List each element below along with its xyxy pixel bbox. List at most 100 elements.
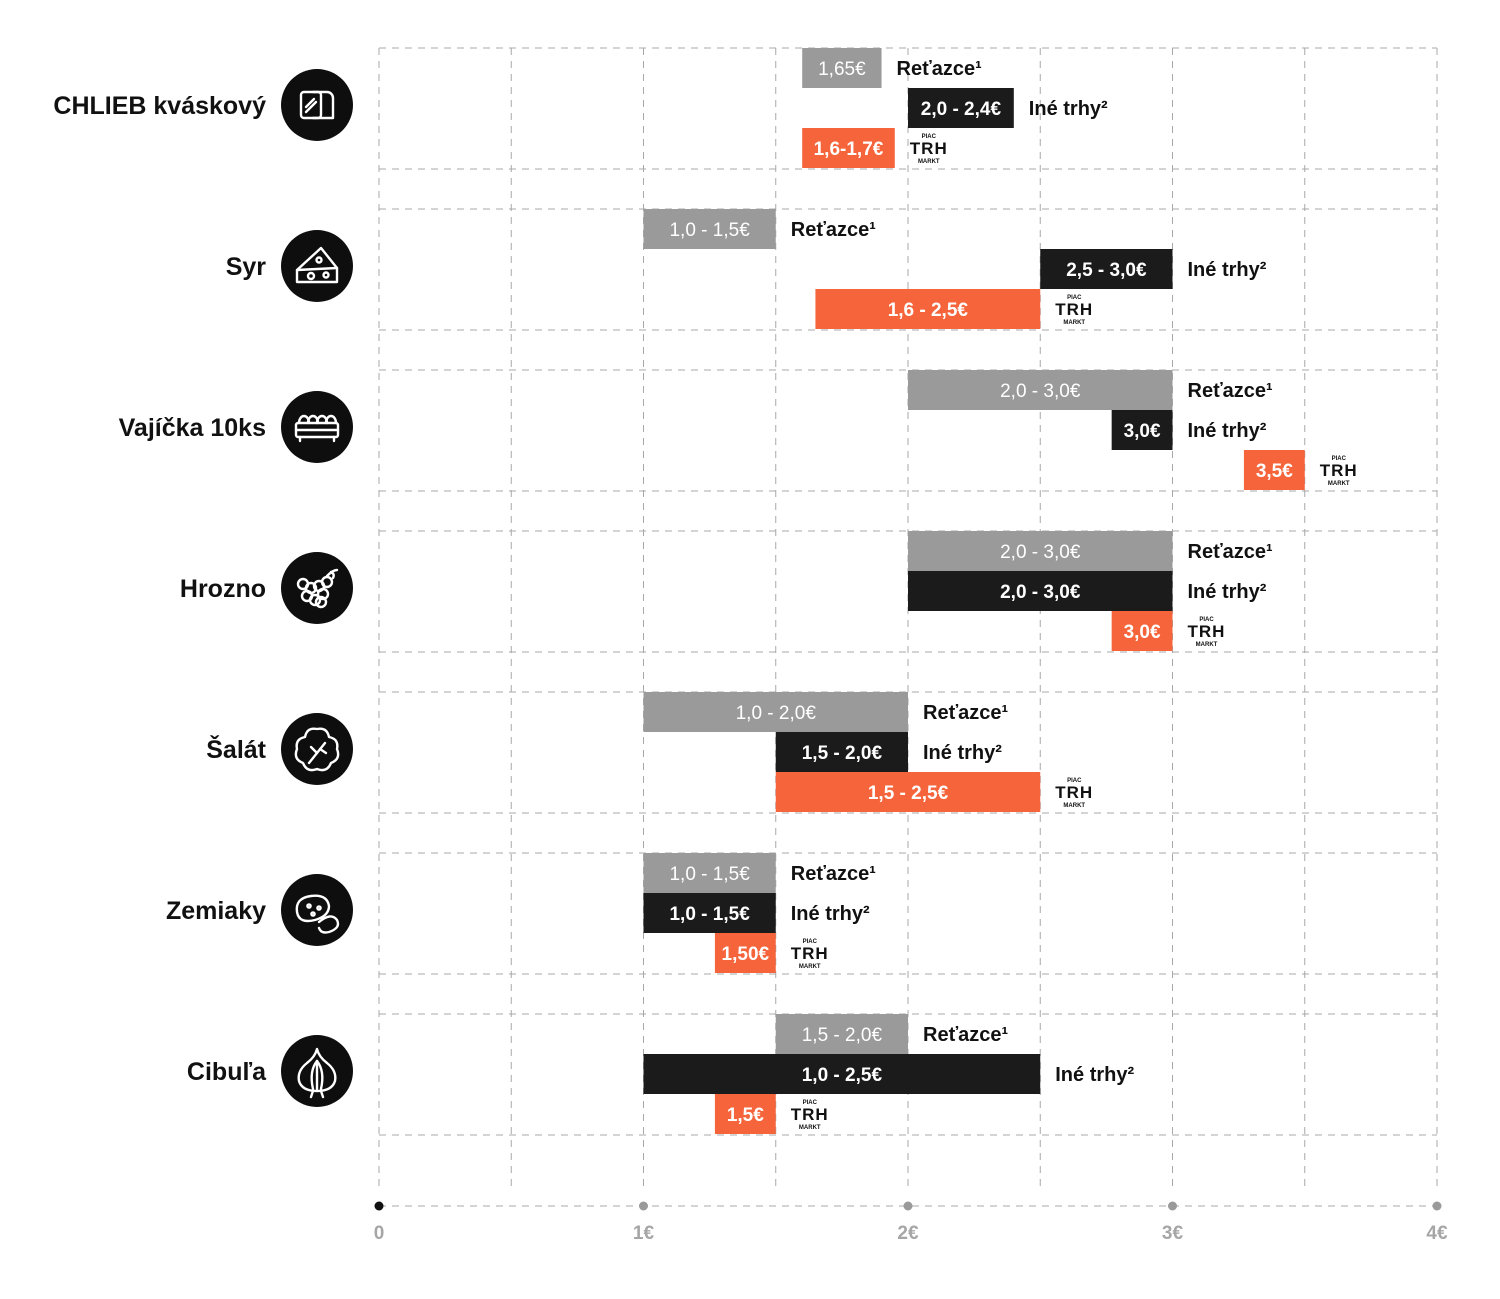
category-label: Hrozno: [180, 575, 266, 603]
icon-circle: [281, 874, 353, 946]
bar-rect: [1111, 410, 1173, 450]
category-label: Cibuľa: [187, 1058, 267, 1086]
bar-rect: [908, 571, 1173, 611]
series-label: Iné trhy²: [1188, 581, 1267, 603]
icon-circle: [281, 230, 353, 302]
row-zemiaky: Zemiaky 1,0 - 1,5€ Reťazce¹ 1,0 - 1,5€ Iné t…: [166, 853, 876, 973]
bar-value-label: 1,5 - 2,0€: [802, 743, 883, 764]
x-tick-label: 4€: [1426, 1223, 1448, 1244]
icon-circle: [281, 69, 353, 141]
series-label: Iné trhy²: [923, 742, 1002, 764]
series-label: Reťazce¹: [923, 702, 1009, 724]
bar-ine-trhy: 1,5 - 2,0€ Iné trhy²: [775, 732, 1002, 772]
bar-retazce: 2,0 - 3,0€ Reťazce¹: [908, 531, 1273, 571]
bar-value-label: 1,6 - 2,5€: [888, 300, 969, 321]
bar-retazce: 1,0 - 1,5€ Reťazce¹: [643, 209, 877, 249]
bar-ine-trhy: 2,0 - 2,4€ Iné trhy²: [908, 88, 1108, 128]
bar-value-label: 1,5 - 2,0€: [802, 1025, 883, 1046]
bar-rect: [643, 853, 776, 893]
bar-rect: [802, 128, 895, 168]
grid: [378, 47, 1438, 1190]
bar-retazce: 1,65€ Reťazce¹: [802, 48, 982, 88]
category-label: CHLIEB kváskový: [53, 92, 266, 120]
logo-piac-text: PIAC: [1067, 778, 1082, 784]
x-tick-label: 1€: [633, 1223, 655, 1244]
bar-ine-trhy: 2,5 - 3,0€ Iné trhy²: [1040, 249, 1267, 289]
logo-piac-text: PIAC: [803, 1100, 818, 1106]
x-tick-label: 0: [374, 1223, 385, 1244]
cheese-icon: [281, 230, 353, 302]
series-label: Iné trhy²: [1188, 259, 1267, 281]
bar-value-label: 1,0 - 1,5€: [669, 864, 750, 885]
bar-ine-trhy: 3,0€ Iné trhy²: [1111, 410, 1267, 450]
bar-ine-trhy: 2,0 - 3,0€ Iné trhy²: [908, 571, 1267, 611]
icon-circle: [281, 713, 353, 785]
bar-value-label: 1,5 - 2,5€: [868, 783, 949, 804]
bar-value-label: 1,50€: [722, 944, 770, 965]
bar-value-label: 2,0 - 3,0€: [1000, 582, 1081, 603]
bar-retazce: 1,0 - 2,0€ Reťazce¹: [643, 692, 1009, 732]
series-label: Iné trhy²: [791, 903, 870, 925]
bar-value-label: 1,0 - 1,5€: [669, 220, 750, 241]
bar-value-label: 1,0 - 2,5€: [802, 1065, 883, 1086]
x-tick-label: 2€: [897, 1223, 919, 1244]
x-axis: 0 1€ 2€ 3€ 4€: [374, 1201, 1448, 1244]
bar-value-label: 3,0€: [1124, 622, 1161, 643]
bar-value-label: 2,0 - 3,0€: [1000, 381, 1081, 402]
bar-rect: [643, 1054, 1041, 1094]
bar-value-label: 1,5€: [727, 1105, 764, 1126]
eggs-icon: [281, 391, 353, 463]
series-label: Reťazce¹: [897, 58, 983, 80]
bar-rect: [643, 893, 776, 933]
bar-rect: [1040, 249, 1173, 289]
bar-value-label: 1,6-1,7€: [814, 139, 884, 160]
category-label: Zemiaky: [166, 897, 266, 925]
logo-trh-text: TRH: [1320, 461, 1358, 480]
series-label: Reťazce¹: [791, 863, 877, 885]
bar-rect: [802, 48, 882, 88]
grapes-icon: [281, 552, 353, 624]
row-chlieb-kvaskovy: CHLIEB kváskový 1,65€ Reťazce¹ 2,0 - 2,4€ In…: [53, 48, 1108, 168]
bar-rect: [775, 772, 1041, 812]
series-label: Iné trhy²: [1188, 420, 1267, 442]
x-tick-label: 3€: [1162, 1223, 1184, 1244]
series-label: Reťazce¹: [1188, 380, 1274, 402]
bar-ine-trhy: 1,0 - 1,5€ Iné trhy²: [643, 893, 870, 933]
logo-piac-text: PIAC: [803, 939, 818, 945]
bar-value-label: 1,65€: [818, 59, 866, 80]
logo-markt-text: MARKT: [1063, 320, 1085, 326]
row-hrozno: Hrozno 2,0 - 3,0€ Reťazce¹ 2,0 - 3,0€ Iné tr…: [180, 531, 1273, 651]
series-label: Iné trhy²: [1029, 98, 1108, 120]
logo-trh-text: TRH: [1055, 783, 1093, 802]
category-label: Vajíčka 10ks: [119, 414, 266, 442]
row-syr: Syr 1,0 - 1,5€ Reťazce¹ 2,5 - 3,0€ Iné trhy²…: [226, 209, 1267, 329]
series-label: Reťazce¹: [923, 1024, 1009, 1046]
bar-retazce: 1,5 - 2,0€ Reťazce¹: [775, 1014, 1009, 1054]
bar-value-label: 3,5€: [1256, 461, 1293, 482]
bar-value-label: 1,0 - 1,5€: [669, 904, 750, 925]
bar-value-label: 3,0€: [1124, 421, 1161, 442]
bar-rect: [643, 692, 908, 732]
series-label: Reťazce¹: [791, 219, 877, 241]
series-label: Iné trhy²: [1055, 1064, 1134, 1086]
bar-ine-trhy: 1,0 - 2,5€ Iné trhy²: [643, 1054, 1134, 1094]
logo-markt-text: MARKT: [1196, 642, 1218, 648]
bar-value-label: 2,0 - 2,4€: [921, 99, 1002, 120]
logo-markt-text: MARKT: [1063, 803, 1085, 809]
x-axis-dot: [1168, 1201, 1177, 1211]
bar-rect: [775, 732, 908, 772]
potato-icon: [281, 874, 353, 946]
bar-rect: [815, 289, 1041, 329]
logo-piac-text: PIAC: [1332, 456, 1347, 462]
